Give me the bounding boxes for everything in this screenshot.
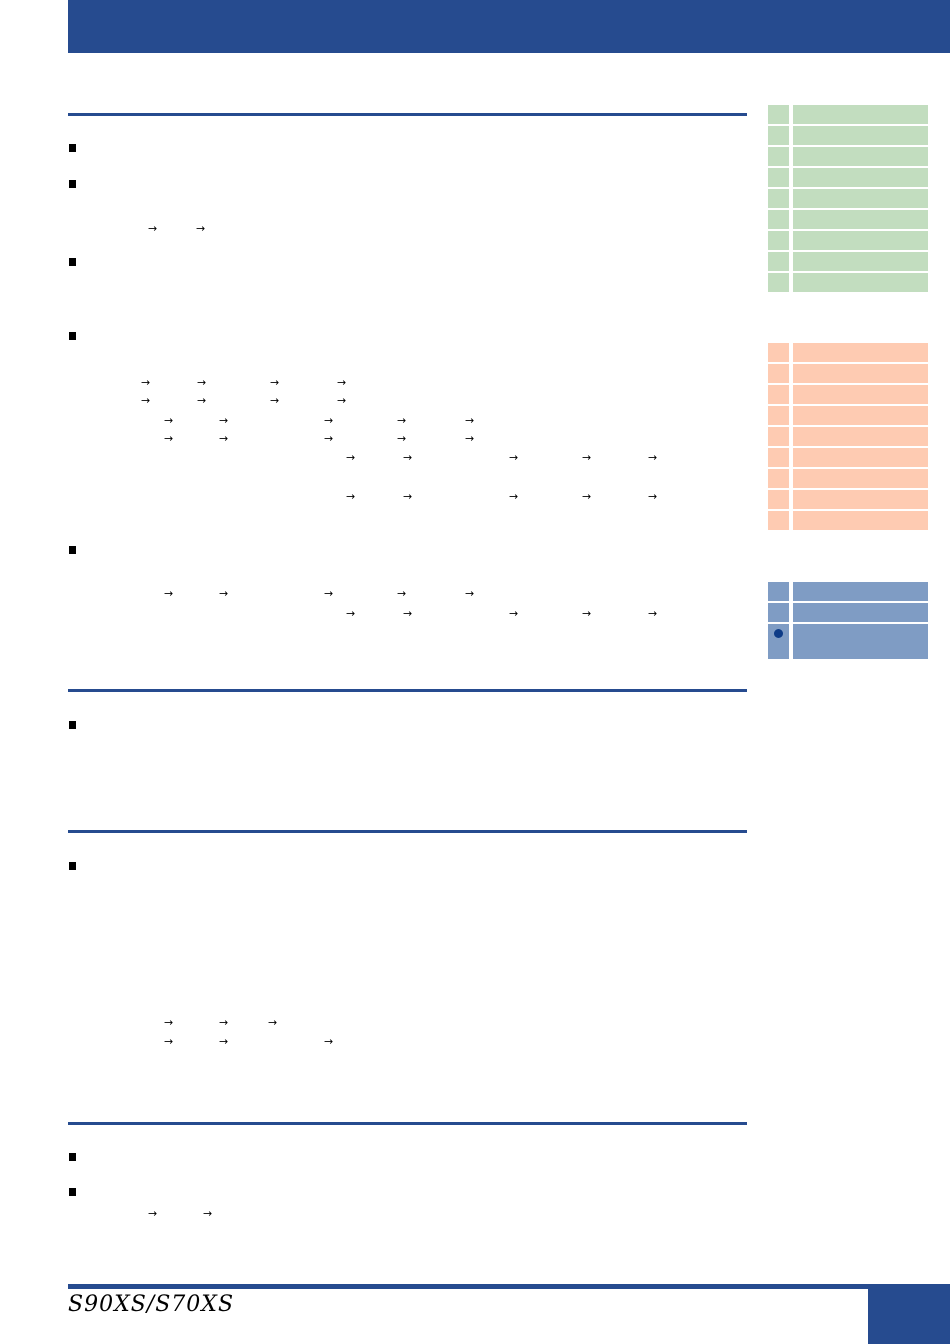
arrow-icon: → — [648, 607, 658, 620]
tab-row[interactable] — [768, 406, 928, 425]
arrow-icon: → — [141, 394, 151, 407]
arrow-icon: → — [509, 490, 519, 503]
arrow-icon: → — [346, 607, 356, 620]
arrow-icon: → — [403, 490, 413, 503]
arrow-icon: → — [164, 432, 174, 445]
arrow-icon: → — [465, 587, 475, 600]
arrow-icon: → — [219, 414, 229, 427]
tab-row[interactable] — [768, 511, 928, 530]
arrow-icon: → — [219, 432, 229, 445]
arrow-icon: → — [582, 607, 592, 620]
arrow-icon: → — [219, 1016, 229, 1029]
arrow-icon: → — [403, 451, 413, 464]
tab-row[interactable] — [768, 252, 928, 271]
bullet-square-icon — [69, 862, 76, 870]
tab-row[interactable] — [768, 273, 928, 292]
tab-row[interactable] — [768, 448, 928, 467]
current-page-dot-icon — [774, 629, 783, 638]
arrow-icon: → — [465, 414, 475, 427]
tab-row[interactable] — [768, 105, 928, 124]
page-number-box — [868, 1284, 950, 1344]
arrow-icon: → — [337, 376, 347, 389]
arrow-icon: → — [219, 587, 229, 600]
product-logo: S90XS/S70XS — [68, 1292, 235, 1317]
tab-group-green — [768, 105, 928, 294]
section-rule — [68, 113, 747, 116]
arrow-icon: → — [148, 1207, 158, 1220]
bullet-square-icon — [69, 1153, 76, 1161]
arrow-icon: → — [582, 451, 592, 464]
bullet-square-icon — [69, 1188, 76, 1196]
bullet-square-icon — [69, 180, 76, 188]
arrow-icon: → — [648, 451, 658, 464]
arrow-icon: → — [203, 1207, 213, 1220]
arrow-icon: → — [164, 1035, 174, 1048]
bullet-square-icon — [69, 546, 76, 554]
tab-row[interactable] — [768, 343, 928, 362]
arrow-icon: → — [219, 1035, 229, 1048]
arrow-icon: → — [324, 432, 334, 445]
tab-row[interactable] — [768, 385, 928, 404]
arrow-icon: → — [509, 451, 519, 464]
arrow-icon: → — [164, 1016, 174, 1029]
arrow-icon: → — [397, 414, 407, 427]
arrow-icon: → — [324, 587, 334, 600]
arrow-icon: → — [324, 414, 334, 427]
tab-group-blue — [768, 582, 928, 661]
tab-row[interactable] — [768, 168, 928, 187]
tab-row[interactable] — [768, 582, 928, 601]
tab-row[interactable] — [768, 231, 928, 250]
arrow-icon: → — [141, 376, 151, 389]
tab-row[interactable] — [768, 427, 928, 446]
tab-row[interactable] — [768, 210, 928, 229]
arrow-icon: → — [197, 376, 207, 389]
arrow-icon: → — [268, 1016, 278, 1029]
tab-row[interactable] — [768, 189, 928, 208]
arrow-icon: → — [403, 607, 413, 620]
tab-row[interactable] — [768, 364, 928, 383]
arrow-icon: → — [197, 394, 207, 407]
tab-row[interactable] — [768, 147, 928, 166]
arrow-icon: → — [509, 607, 519, 620]
bullet-square-icon — [69, 332, 76, 340]
arrow-icon: → — [270, 394, 280, 407]
header-band — [68, 0, 950, 53]
bullet-square-icon — [69, 721, 76, 729]
arrow-icon: → — [164, 587, 174, 600]
arrow-icon: → — [196, 222, 206, 235]
footer-rule — [68, 1284, 950, 1289]
arrow-icon: → — [148, 222, 158, 235]
tab-row[interactable] — [768, 469, 928, 488]
tab-row-current[interactable] — [768, 624, 928, 659]
section-rule — [68, 830, 747, 833]
arrow-icon: → — [346, 451, 356, 464]
arrow-icon: → — [582, 490, 592, 503]
bullet-square-icon — [69, 144, 76, 152]
tab-group-peach — [768, 343, 928, 532]
arrow-icon: → — [346, 490, 356, 503]
section-rule — [68, 1122, 747, 1125]
arrow-icon: → — [397, 587, 407, 600]
bullet-square-icon — [69, 258, 76, 266]
tab-row[interactable] — [768, 126, 928, 145]
arrow-icon: → — [397, 432, 407, 445]
arrow-icon: → — [324, 1035, 334, 1048]
arrow-icon: → — [270, 376, 280, 389]
tab-row[interactable] — [768, 603, 928, 622]
arrow-icon: → — [465, 432, 475, 445]
section-rule — [68, 689, 747, 692]
tab-row[interactable] — [768, 490, 928, 509]
arrow-icon: → — [164, 414, 174, 427]
arrow-icon: → — [648, 490, 658, 503]
arrow-icon: → — [337, 394, 347, 407]
